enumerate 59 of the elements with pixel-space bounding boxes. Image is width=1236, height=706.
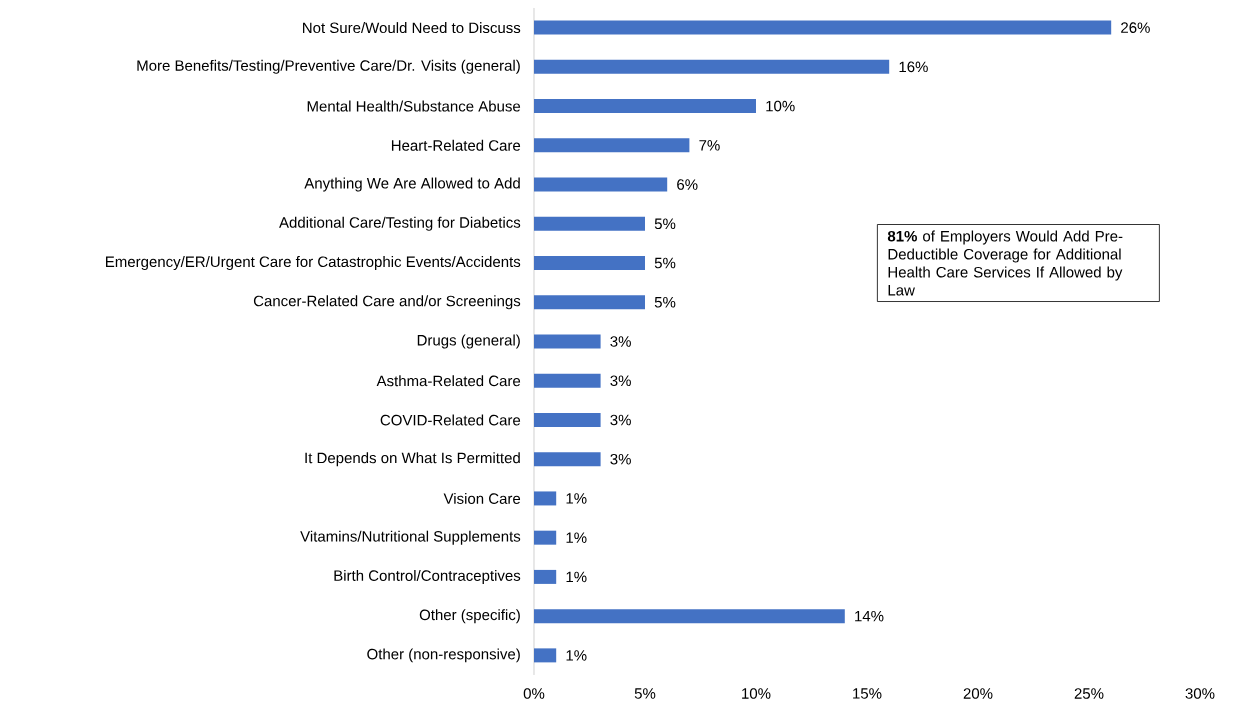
bar bbox=[534, 452, 601, 467]
y-tick-label: Other (specific) bbox=[419, 609, 520, 624]
data-label: 10% bbox=[766, 100, 795, 112]
y-tick-label: Anything We Are Allowed to Add bbox=[304, 177, 520, 192]
bar bbox=[534, 20, 1112, 35]
bar bbox=[534, 412, 601, 427]
y-tick-label: Additional Care/Testing for Diabetics bbox=[279, 216, 521, 231]
x-tick-label: 5% bbox=[634, 688, 656, 699]
bar bbox=[534, 334, 601, 349]
data-label: 7% bbox=[699, 140, 720, 151]
y-tick-label: Emergency/ER/Urgent Care for Catastrophic Events/Accidents bbox=[106, 256, 521, 271]
data-label: 1% bbox=[566, 571, 587, 583]
y-tick-label: Other (non-responsive) bbox=[367, 648, 520, 663]
x-tick-label: 25% bbox=[1074, 688, 1104, 699]
data-label: 16% bbox=[899, 61, 928, 73]
y-tick-label: Not Sure/Would Need to Discuss bbox=[303, 22, 521, 34]
y-tick-label: Birth Control/Contraceptives bbox=[334, 569, 521, 584]
data-label: 3% bbox=[610, 336, 631, 347]
y-tick-label: Vision Care bbox=[443, 492, 521, 504]
x-tick-label: 20% bbox=[963, 688, 993, 699]
data-label: 3% bbox=[610, 414, 631, 426]
annotation: 81% of Employers Would Add Pre-Deductible Coverage for Additional Health Care Services If Allowed by Law bbox=[887, 230, 1123, 296]
bar bbox=[534, 648, 557, 663]
y-tick-label: More Benefits/Testing/Preventive Care/Dr. Visits (general) bbox=[137, 59, 520, 74]
bar bbox=[534, 491, 557, 506]
bar bbox=[534, 530, 557, 545]
y-tick-label: Mental Health/Substance Abuse bbox=[307, 100, 521, 112]
bar bbox=[534, 295, 645, 310]
data-label: 5% bbox=[654, 296, 676, 308]
x-tick-label: 30% bbox=[1185, 688, 1215, 699]
bar bbox=[534, 569, 557, 584]
bar bbox=[534, 59, 890, 74]
y-tick-label: Heart-Related Care bbox=[391, 139, 521, 151]
y-tick-label: It Depends on What Is Permitted bbox=[305, 452, 520, 467]
x-tick-label: 15% bbox=[853, 688, 882, 699]
data-label: 26% bbox=[1121, 22, 1150, 33]
bar bbox=[534, 177, 668, 192]
data-label: 5% bbox=[654, 218, 676, 230]
x-tick-label: 10% bbox=[742, 688, 771, 699]
y-tick-label: Vitamins/Nutritional Supplements bbox=[300, 530, 521, 545]
data-label: 3% bbox=[610, 375, 631, 387]
bar bbox=[534, 609, 845, 624]
data-label: 5% bbox=[654, 257, 676, 269]
data-label: 1% bbox=[566, 532, 587, 543]
bar bbox=[534, 256, 645, 271]
y-tick-label: Drugs (general) bbox=[417, 334, 520, 349]
bar bbox=[534, 216, 645, 231]
y-tick-label: Asthma-Related Care bbox=[376, 375, 521, 387]
data-label: 3% bbox=[610, 453, 631, 465]
y-tick-label: COVID-Related Care bbox=[380, 414, 521, 426]
data-label: 1% bbox=[566, 493, 587, 504]
data-label: 1% bbox=[566, 650, 587, 661]
data-label: 6% bbox=[677, 179, 698, 190]
y-tick-label: Cancer-Related Care and/or Screenings bbox=[253, 295, 521, 310]
bar bbox=[534, 99, 756, 114]
bar bbox=[534, 373, 601, 388]
x-tick-label: 0% bbox=[523, 688, 545, 699]
data-label: 14% bbox=[855, 610, 884, 622]
bar bbox=[534, 138, 690, 153]
